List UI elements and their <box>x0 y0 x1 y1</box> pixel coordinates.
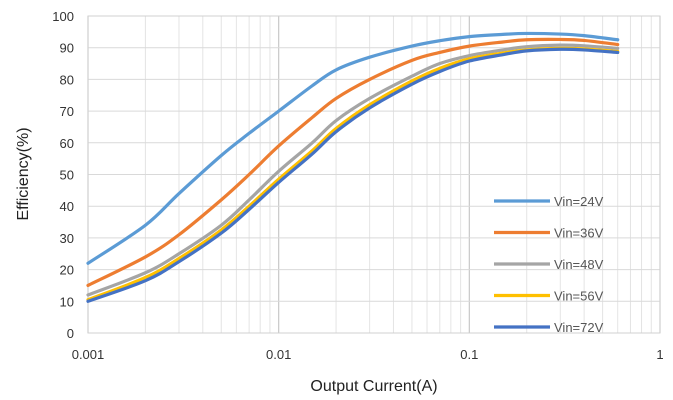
series-line-vin-48v <box>86 43 620 297</box>
y-tick-label: 30 <box>60 231 74 246</box>
x-tick-label: 0.01 <box>266 347 291 362</box>
plot-border <box>87 15 661 334</box>
legend-label-vin-72v: Vin=72V <box>554 320 604 335</box>
y-tick-label: 90 <box>60 41 74 56</box>
series-line-vin-36v <box>86 37 620 288</box>
y-tick-label: 100 <box>52 9 74 24</box>
x-tick-label: 1 <box>656 347 663 362</box>
y-axis-title: Efficiency(%) <box>15 127 32 220</box>
x-tick-label: 0.001 <box>72 347 105 362</box>
y-tick-label: 0 <box>67 326 74 341</box>
legend-label-vin-36v: Vin=36V <box>554 226 604 241</box>
legend-label-vin-48v: Vin=48V <box>554 257 604 272</box>
axis-ticks: 0 10 20 30 40 50 60 70 80 90 100 0.001 0.01 0.1 1 <box>52 9 663 362</box>
y-tick-label: 60 <box>60 136 74 151</box>
y-tick-label: 80 <box>60 72 74 87</box>
y-tick-label: 40 <box>60 199 74 214</box>
y-tick-label: 10 <box>60 294 74 309</box>
legend-label-vin-24v: Vin=24V <box>554 194 604 209</box>
series-line-vin-24v <box>86 31 620 265</box>
y-tick-label: 70 <box>60 104 74 119</box>
x-axis-title: Output Current(A) <box>310 378 437 395</box>
legend-label-vin-56v: Vin=56V <box>554 289 604 304</box>
y-tick-label: 20 <box>60 263 74 278</box>
legend: Vin=24V Vin=36V Vin=48V Vin=56V Vin=72V <box>494 194 604 335</box>
x-tick-label: 0.1 <box>460 347 478 362</box>
series-lines <box>86 31 620 303</box>
series-line-vin-72v <box>86 47 620 303</box>
y-tick-label: 50 <box>60 168 74 183</box>
